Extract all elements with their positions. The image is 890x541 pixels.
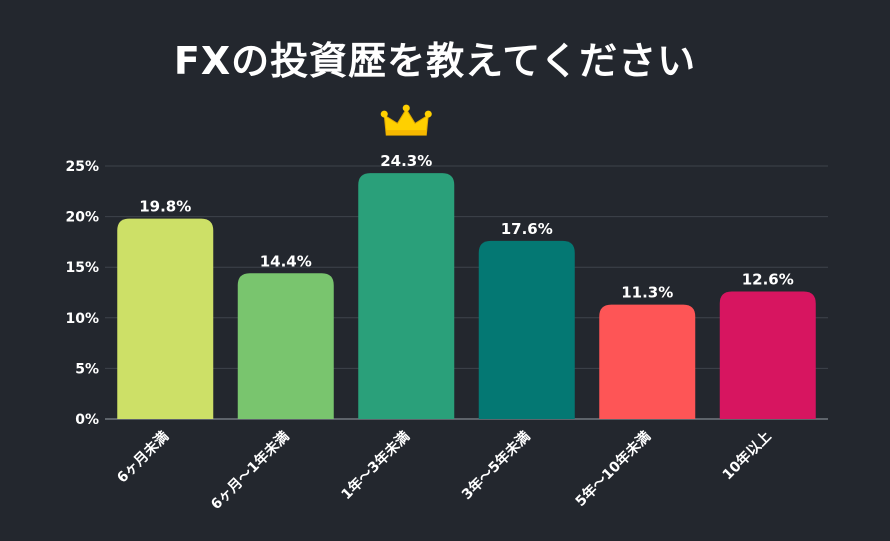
chart-title: FXの投資歴を教えてください bbox=[173, 39, 697, 83]
crown-icon bbox=[380, 104, 432, 136]
data-label: 12.6% bbox=[742, 270, 794, 288]
y-tick-label: 20% bbox=[65, 210, 99, 226]
data-label: 19.8% bbox=[139, 198, 191, 216]
bar bbox=[117, 218, 214, 419]
data-label: 11.3% bbox=[621, 284, 673, 302]
y-tick-label: 0% bbox=[75, 412, 99, 428]
x-tick-label: 10年以上 bbox=[719, 428, 774, 483]
y-tick-label: 10% bbox=[65, 311, 99, 327]
bar bbox=[599, 304, 696, 419]
data-label: 24.3% bbox=[380, 152, 432, 170]
bar bbox=[478, 240, 575, 419]
y-tick-label: 15% bbox=[65, 260, 99, 276]
x-tick-label: 1年〜3年未満 bbox=[338, 428, 413, 503]
bar bbox=[719, 291, 816, 419]
x-tick-label: 6ヶ月未満 bbox=[114, 428, 173, 487]
bar bbox=[358, 173, 455, 419]
data-label: 17.6% bbox=[501, 220, 553, 238]
y-tick-label: 25% bbox=[65, 159, 99, 175]
x-tick-label: 6ヶ月〜1年未満 bbox=[207, 428, 292, 513]
data-label: 14.4% bbox=[260, 252, 312, 270]
y-tick-label: 5% bbox=[75, 361, 99, 377]
x-tick-label: 5年〜10年未満 bbox=[572, 428, 654, 510]
x-tick-label: 3年〜5年未満 bbox=[458, 428, 533, 503]
bar bbox=[237, 273, 334, 419]
